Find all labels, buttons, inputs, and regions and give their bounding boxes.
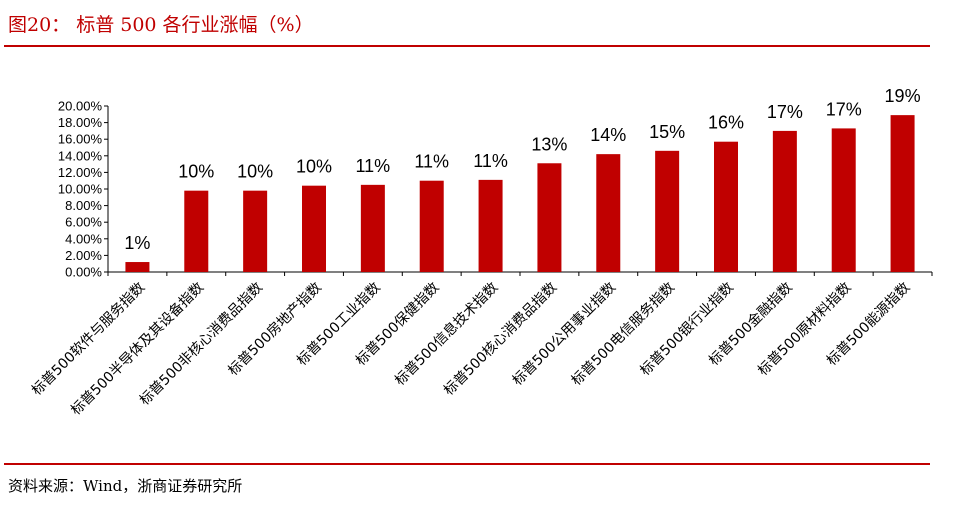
bar	[360, 184, 385, 272]
bar	[419, 180, 444, 272]
data-label: 17%	[826, 99, 862, 119]
y-tick-label: 2.00%	[65, 248, 102, 263]
y-tick-label: 8.00%	[65, 198, 102, 213]
y-tick-label: 18.00%	[58, 115, 103, 130]
title-rule	[4, 45, 930, 47]
bar-series	[125, 115, 915, 272]
data-label: 1%	[124, 233, 150, 253]
category-label: 标普500核心消费品指数	[441, 280, 560, 399]
category-label: 标普500信息技术指数	[391, 279, 501, 389]
bar	[125, 262, 150, 272]
category-label: 标普500软件与服务指数	[29, 280, 148, 399]
y-tick-label: 0.00%	[65, 265, 102, 280]
data-label: 16%	[708, 113, 744, 133]
data-labels: 1% 10% 10% 10% 11% 11% 11% 13% 14% 15% 16% 17% 17% 19…	[124, 86, 920, 253]
bar	[714, 141, 738, 272]
y-tick-label: 6.00%	[65, 215, 102, 230]
y-tick-label: 16.00%	[58, 132, 103, 147]
bar	[184, 190, 209, 272]
data-label: 19%	[885, 86, 921, 106]
category-label: 标普500电信服务指数	[569, 280, 678, 389]
y-tick-label: 4.00%	[65, 231, 102, 246]
data-label: 14%	[590, 125, 626, 145]
data-label: 11%	[414, 152, 449, 172]
data-label: 11%	[473, 151, 508, 171]
category-label: 标普500非核心消费品指数	[137, 280, 266, 409]
data-label: 13%	[531, 134, 567, 154]
bar	[655, 150, 680, 272]
source-note: 资料来源：Wind，浙商证券研究所	[8, 477, 243, 495]
bar	[478, 179, 503, 272]
bar	[243, 190, 268, 272]
y-tick-label: 14.00%	[58, 148, 103, 163]
category-label: 标普500公用事业指数	[510, 280, 619, 389]
bar	[831, 128, 856, 272]
data-label: 10%	[178, 162, 214, 182]
bar	[890, 115, 915, 272]
bar	[772, 130, 797, 272]
data-label: 10%	[237, 162, 273, 182]
data-label: 10%	[296, 157, 332, 177]
bar	[596, 154, 621, 272]
figure-title: 图20： 标普 500 各行业涨幅（%）	[8, 14, 314, 36]
bar	[302, 185, 326, 272]
source-rule	[4, 463, 930, 465]
y-tick-label: 10.00%	[58, 182, 103, 197]
data-label: 15%	[649, 122, 685, 142]
bar	[537, 163, 562, 272]
data-label: 17%	[767, 102, 803, 122]
data-label: 11%	[356, 156, 391, 176]
category-labels: 标普500软件与服务指数标普500半导体及其设备指数标普500非核心消费品指数标…	[29, 279, 913, 419]
chart-axes: 0.00% 2.00% 4.00%6.00% 8.00%10.00% 12.00% 14.…	[58, 99, 933, 280]
y-tick-label: 12.00%	[58, 165, 103, 180]
y-tick-label: 20.00%	[58, 99, 103, 114]
